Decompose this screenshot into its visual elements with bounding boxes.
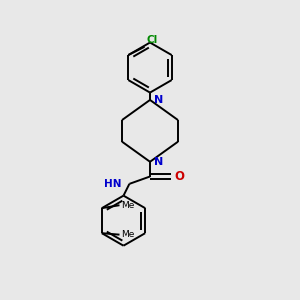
Text: O: O xyxy=(174,170,184,183)
Text: HN: HN xyxy=(103,179,121,189)
Text: N: N xyxy=(154,157,163,167)
Text: N: N xyxy=(154,95,163,105)
Text: Me: Me xyxy=(121,230,134,239)
Text: Cl: Cl xyxy=(146,35,158,45)
Text: Me: Me xyxy=(121,201,134,210)
